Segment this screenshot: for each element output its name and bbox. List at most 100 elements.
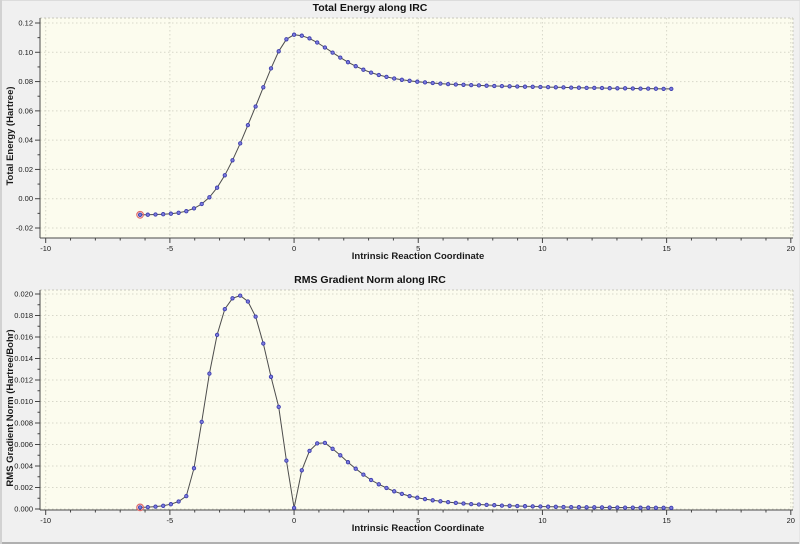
data-point-marker[interactable] bbox=[430, 80, 435, 86]
data-point-marker[interactable] bbox=[453, 82, 458, 87]
data-point-marker[interactable] bbox=[615, 86, 620, 91]
data-point-marker[interactable] bbox=[353, 466, 358, 471]
data-point-marker[interactable] bbox=[622, 505, 628, 510]
data-point-marker[interactable] bbox=[545, 84, 551, 90]
data-point-marker[interactable] bbox=[469, 82, 474, 88]
data-point-marker[interactable] bbox=[415, 79, 420, 84]
data-point-marker[interactable] bbox=[438, 499, 443, 504]
data-point-marker[interactable] bbox=[184, 493, 189, 499]
data-point-marker[interactable] bbox=[315, 40, 320, 45]
data-point-marker[interactable] bbox=[584, 505, 589, 510]
data-point-marker[interactable] bbox=[384, 74, 389, 80]
data-point-marker[interactable] bbox=[368, 477, 374, 483]
data-point-marker[interactable] bbox=[630, 505, 635, 510]
data-point-marker[interactable] bbox=[253, 314, 258, 319]
data-point-marker[interactable] bbox=[530, 504, 535, 509]
data-point-marker[interactable] bbox=[545, 504, 551, 509]
data-point-marker[interactable] bbox=[399, 491, 405, 497]
data-point-marker[interactable] bbox=[561, 504, 566, 510]
data-point-marker[interactable] bbox=[291, 32, 297, 37]
data-point-marker[interactable] bbox=[407, 493, 412, 499]
data-point-marker[interactable] bbox=[176, 499, 181, 504]
data-point-marker[interactable] bbox=[592, 505, 597, 510]
data-point-marker[interactable] bbox=[261, 341, 266, 346]
data-point-marker[interactable] bbox=[291, 505, 297, 511]
data-point-marker[interactable] bbox=[630, 86, 635, 91]
data-point-marker[interactable] bbox=[438, 81, 443, 86]
data-point-marker[interactable] bbox=[145, 504, 150, 510]
data-point-marker[interactable] bbox=[361, 67, 366, 72]
data-point-marker[interactable] bbox=[445, 499, 451, 505]
data-point-marker[interactable] bbox=[622, 86, 628, 91]
data-point-marker[interactable] bbox=[599, 505, 605, 510]
data-point-marker[interactable] bbox=[507, 503, 512, 508]
data-point-marker[interactable] bbox=[330, 446, 335, 451]
data-point-marker[interactable] bbox=[422, 496, 428, 502]
data-point-marker[interactable] bbox=[469, 501, 474, 507]
selected-point-highlight-ring[interactable] bbox=[136, 210, 145, 219]
data-point-marker[interactable] bbox=[661, 86, 666, 92]
data-point-marker[interactable] bbox=[376, 72, 381, 78]
data-point-marker[interactable] bbox=[161, 212, 166, 217]
data-point-marker[interactable] bbox=[430, 498, 435, 503]
data-point-marker[interactable] bbox=[199, 419, 204, 425]
data-point-marker[interactable] bbox=[392, 76, 397, 81]
data-point-marker[interactable] bbox=[268, 374, 274, 379]
data-point-marker[interactable] bbox=[238, 141, 243, 146]
data-point-marker[interactable] bbox=[199, 201, 204, 207]
data-point-marker[interactable] bbox=[553, 504, 558, 509]
data-point-marker[interactable] bbox=[399, 77, 405, 82]
data-point-marker[interactable] bbox=[176, 210, 181, 215]
data-point-marker[interactable] bbox=[384, 485, 389, 491]
data-point-marker[interactable] bbox=[515, 84, 520, 89]
data-point-marker[interactable] bbox=[322, 45, 328, 50]
data-point-marker[interactable] bbox=[276, 404, 281, 410]
data-point-marker[interactable] bbox=[530, 84, 535, 89]
data-point-marker[interactable] bbox=[499, 83, 505, 89]
data-point-marker[interactable] bbox=[245, 122, 251, 128]
data-point-marker[interactable] bbox=[476, 83, 482, 88]
rms-gradient-plot-area[interactable]: -10 -5 0 5 10 15 200.0000.0020.0040.0060.0080.… bbox=[0, 272, 800, 544]
data-point-marker[interactable] bbox=[153, 504, 158, 509]
data-point-marker[interactable] bbox=[615, 505, 620, 510]
data-point-marker[interactable] bbox=[476, 502, 482, 507]
data-point-marker[interactable] bbox=[238, 293, 243, 298]
data-point-marker[interactable] bbox=[214, 185, 220, 190]
data-point-marker[interactable] bbox=[538, 84, 543, 90]
data-point-marker[interactable] bbox=[422, 80, 428, 85]
data-point-marker[interactable] bbox=[607, 86, 612, 91]
data-point-marker[interactable] bbox=[245, 299, 251, 304]
data-point-marker[interactable] bbox=[284, 458, 289, 463]
data-point-marker[interactable] bbox=[284, 37, 289, 42]
data-point-marker[interactable] bbox=[330, 50, 335, 55]
data-point-marker[interactable] bbox=[345, 460, 351, 465]
data-point-marker[interactable] bbox=[338, 55, 343, 60]
data-point-marker[interactable] bbox=[499, 503, 505, 508]
data-point-marker[interactable] bbox=[522, 504, 528, 509]
data-point-marker[interactable] bbox=[299, 33, 304, 38]
data-point-marker[interactable] bbox=[669, 86, 674, 92]
data-point-marker[interactable] bbox=[338, 453, 343, 458]
data-point-marker[interactable] bbox=[484, 83, 489, 88]
data-point-marker[interactable] bbox=[268, 66, 274, 71]
data-point-marker[interactable] bbox=[307, 36, 312, 41]
data-point-marker[interactable] bbox=[653, 505, 659, 510]
data-point-marker[interactable] bbox=[646, 505, 651, 510]
data-point-marker[interactable] bbox=[445, 81, 451, 87]
data-point-marker[interactable] bbox=[230, 296, 235, 301]
data-point-marker[interactable] bbox=[168, 502, 174, 507]
data-point-marker[interactable] bbox=[322, 440, 328, 446]
data-point-marker[interactable] bbox=[599, 85, 605, 91]
data-point-marker[interactable] bbox=[592, 85, 597, 91]
data-point-marker[interactable] bbox=[191, 466, 197, 471]
data-point-marker[interactable] bbox=[553, 85, 558, 90]
data-point-marker[interactable] bbox=[638, 86, 643, 91]
data-point-marker[interactable] bbox=[561, 85, 566, 90]
data-point-marker[interactable] bbox=[145, 212, 150, 217]
data-point-marker[interactable] bbox=[153, 212, 158, 217]
data-point-marker[interactable] bbox=[653, 86, 659, 91]
data-point-marker[interactable] bbox=[137, 212, 143, 217]
selected-point-highlight-ring[interactable] bbox=[136, 503, 145, 512]
data-point-marker[interactable] bbox=[361, 472, 366, 477]
data-point-marker[interactable] bbox=[253, 104, 258, 109]
